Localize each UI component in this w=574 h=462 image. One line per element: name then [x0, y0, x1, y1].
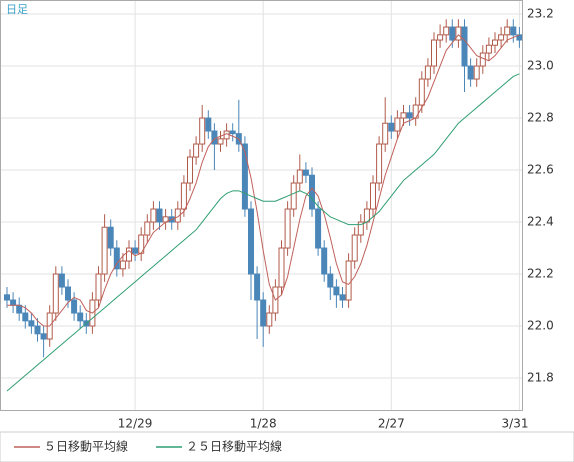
candle-body: [150, 208, 157, 223]
candle-body: [370, 182, 376, 210]
candle-body: [424, 65, 431, 80]
candle-body: [254, 273, 261, 301]
candle-body: [376, 143, 383, 184]
candle-body: [327, 273, 334, 288]
candle-body: [290, 182, 297, 210]
candle-body: [479, 52, 486, 67]
candle-body: [498, 34, 505, 41]
candle-body: [156, 208, 163, 223]
ma-line: [6, 73, 520, 392]
candle-body: [418, 78, 425, 106]
candle-body: [309, 174, 315, 210]
candle-body: [211, 130, 218, 145]
candle-body: [333, 286, 340, 296]
plot: [0, 0, 523, 410]
candle-body: [187, 156, 193, 184]
period-label: 日足: [6, 3, 28, 16]
candle-body: [260, 299, 267, 327]
candle-body: [388, 122, 395, 132]
candle-body: [302, 169, 309, 176]
y-tick-label: 22.4: [527, 215, 554, 229]
plot-frame: [0, 0, 523, 411]
y-tick-label: 22.6: [527, 163, 554, 177]
candle-body: [357, 221, 364, 236]
candle-body: [52, 273, 59, 314]
candle-body: [58, 273, 65, 288]
candle-body: [205, 117, 212, 132]
candle-body: [119, 260, 126, 270]
candle-body: [504, 26, 511, 36]
x-tick-label: 1/28: [250, 417, 277, 431]
candle-body: [22, 312, 29, 322]
candle-body: [455, 26, 462, 41]
candle-body: [65, 286, 71, 301]
candle-body: [174, 208, 181, 223]
candle-body: [113, 247, 120, 270]
candle-body: [223, 130, 230, 140]
candle-body: [394, 117, 401, 132]
x-tick-label: 12/29: [118, 417, 153, 431]
candle-body: [473, 65, 480, 80]
candle-body: [77, 312, 84, 322]
candle-body: [321, 247, 328, 275]
candle-body: [461, 26, 468, 67]
legend-label: ５日移動平均線: [44, 439, 128, 454]
candle-body: [28, 320, 35, 327]
candle-body: [400, 112, 407, 119]
candle-body: [412, 104, 419, 119]
legend-label: ２５日移動平均線: [186, 439, 282, 454]
candle-body: [485, 44, 492, 54]
candle-body: [296, 169, 303, 184]
candle-body: [315, 208, 322, 249]
candle-body: [71, 299, 78, 314]
y-tick-label: 21.8: [527, 371, 554, 385]
candle-body: [266, 312, 273, 327]
candle-body: [199, 117, 206, 145]
candle-body: [510, 26, 517, 36]
candle-body: [449, 26, 456, 41]
candle-body: [229, 130, 236, 135]
candle-body: [351, 234, 358, 262]
candle-body: [382, 122, 389, 145]
y-tick-label: 22.0: [527, 319, 554, 333]
candle-body: [467, 65, 474, 80]
candle-body: [34, 325, 41, 335]
ma-line: [7, 34, 520, 327]
candle-body: [492, 39, 498, 46]
candle-body: [241, 143, 248, 210]
candle-body: [107, 226, 114, 249]
candle-body: [4, 294, 10, 301]
y-tick-label: 23.2: [527, 7, 554, 21]
candle-body: [431, 39, 437, 67]
legend-box: [0, 431, 574, 462]
candle-body: [180, 182, 187, 210]
candle-body: [132, 247, 139, 254]
x-tick-label: 2/27: [378, 417, 405, 431]
y-tick-label: 22.8: [527, 111, 554, 125]
candle-body: [443, 26, 450, 36]
y-tick-label: 22.2: [527, 267, 554, 281]
candle-body: [217, 138, 224, 145]
candle-body: [345, 260, 352, 301]
candle-body: [144, 221, 151, 236]
candle-body: [406, 112, 413, 119]
candle-body: [126, 247, 132, 262]
y-tick-label: 23.0: [527, 59, 554, 73]
candle-body: [101, 226, 108, 275]
candle-body: [40, 333, 47, 340]
candle-body: [284, 208, 291, 249]
candle-body: [10, 299, 17, 306]
candle-body: [248, 208, 254, 275]
candle-body: [95, 273, 102, 301]
x-tick-label: 3/31: [502, 417, 529, 431]
candle-body: [339, 294, 346, 301]
candle-body: [278, 247, 285, 288]
candle-body: [193, 143, 200, 158]
candle-body: [437, 34, 444, 41]
